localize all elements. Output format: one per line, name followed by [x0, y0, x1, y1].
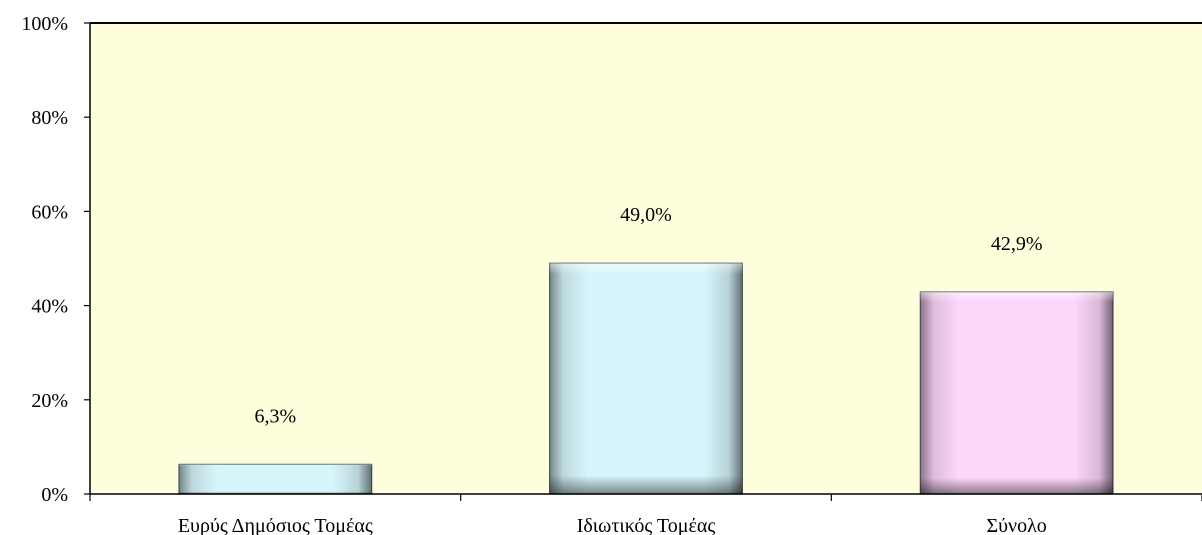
bar: [919, 291, 1114, 495]
category-label: Σύνολο: [987, 515, 1047, 535]
y-tick-label: 80%: [31, 107, 68, 129]
bars: [178, 262, 1114, 495]
y-tick-label: 40%: [31, 296, 68, 318]
bar: [549, 262, 743, 495]
bar-value-label: 6,3%: [254, 405, 296, 427]
data-labels: 6,3% 49,0% 42,9%: [254, 204, 1042, 427]
x-axis-ticks: Ευρύς Δημόσιος Τομέας Ιδιωτικός Τομέας Σύν…: [89, 494, 1202, 535]
y-tick-label: 20%: [31, 390, 68, 412]
y-axis-ticks: 0% 20% 40% 60% 80% 100%: [21, 13, 90, 506]
bar-value-label: 42,9%: [991, 233, 1043, 255]
bar-value-label: 49,0%: [620, 204, 672, 226]
y-tick-label: 100%: [21, 13, 68, 35]
bar: [178, 463, 373, 495]
category-label: Ευρύς Δημόσιος Τομέας: [178, 515, 373, 535]
y-tick-label: 60%: [31, 201, 68, 223]
category-label: Ιδιωτικός Τομέας: [577, 515, 716, 535]
y-tick-label: 0%: [41, 484, 68, 506]
